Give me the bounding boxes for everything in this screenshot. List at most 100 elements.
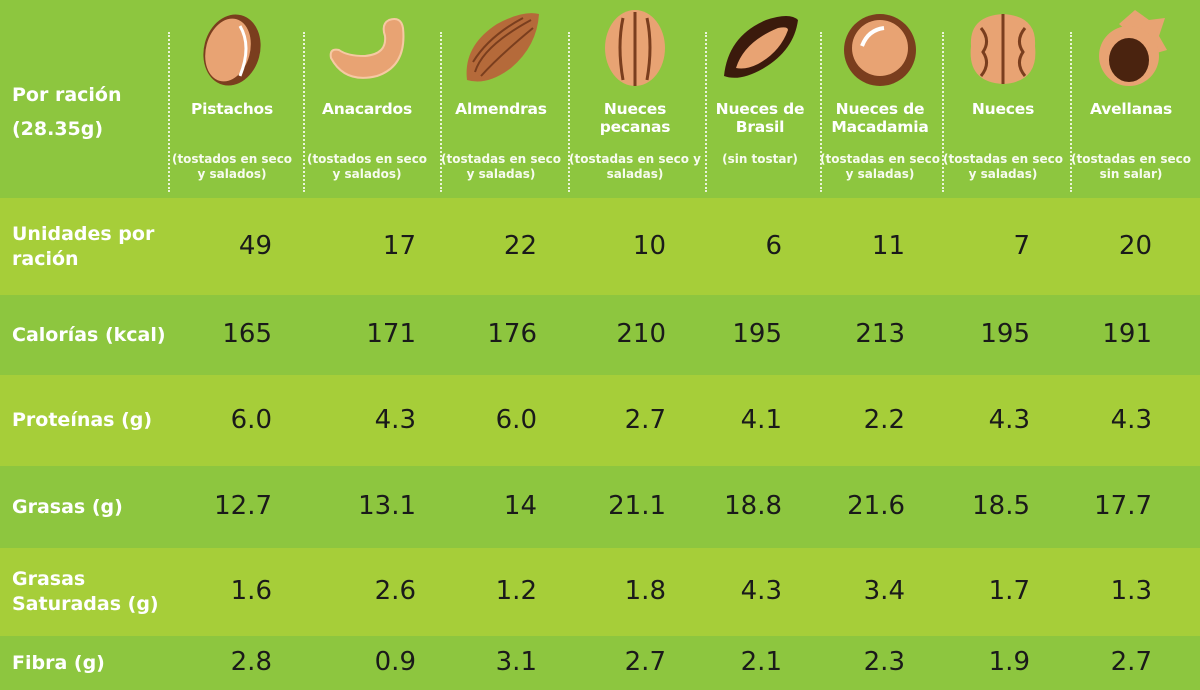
table-cell: 4.3 <box>988 404 1030 435</box>
nut-name: Nueces de Brasil <box>715 100 805 136</box>
table-cell: 10 <box>632 230 666 261</box>
serving-size: (28.35g) <box>12 118 104 140</box>
column-divider <box>1070 32 1072 192</box>
table-cell: 2.1 <box>740 647 782 677</box>
table-cell: 18.8 <box>724 491 782 521</box>
table-cell: 7 <box>1013 230 1030 261</box>
cashew-icon <box>325 6 409 90</box>
table-cell: 1.9 <box>988 647 1030 677</box>
table-cell: 22 <box>503 230 537 261</box>
table-cell: 1.8 <box>624 576 666 606</box>
table-row: Unidades por ración 49 17 22 10 6 11 7 20 <box>0 198 1200 295</box>
almond-icon <box>459 6 543 90</box>
table-cell: 49 <box>238 230 272 261</box>
row-label: Grasas (g) <box>12 495 123 518</box>
preparation-note: (tostadas en seco y saladas) <box>820 152 940 181</box>
preparation-note: (sin tostar) <box>722 152 798 166</box>
row-label: Fibra (g) <box>12 651 105 674</box>
table-cell: 195 <box>980 319 1030 349</box>
table-row: Grasas Saturadas (g) 1.6 2.6 1.2 1.8 4.3 3.4 1.… <box>0 548 1200 636</box>
table-cell: 1.3 <box>1110 576 1152 606</box>
table-cell: 165 <box>222 319 272 349</box>
preparation-note: (tostados en seco y salados) <box>171 152 293 181</box>
table-cell: 18.5 <box>972 491 1030 521</box>
column-header-pecan: Nueces pecanas (tostadas en seco y salada… <box>568 0 702 198</box>
table-cell: 4.1 <box>740 404 782 435</box>
table-row: Grasas (g) 12.7 13.1 14 21.1 18.8 21.6 18.5 17.7 <box>0 466 1200 548</box>
column-divider <box>568 32 570 192</box>
column-divider <box>303 32 305 192</box>
column-divider <box>705 32 707 192</box>
table-cell: 3.4 <box>863 576 905 606</box>
table-cell: 176 <box>487 319 537 349</box>
column-divider <box>942 32 944 192</box>
nut-name: Nueces de Macadamia <box>831 100 929 136</box>
brazil-nut-icon <box>718 6 802 90</box>
table-cell: 3.1 <box>495 647 537 677</box>
nut-name: Nueces <box>971 100 1035 118</box>
column-divider <box>168 32 170 192</box>
table-cell: 17.7 <box>1094 491 1152 521</box>
table-row: Proteínas (g) 6.0 4.3 6.0 2.7 4.1 2.2 4.3 4.3 <box>0 375 1200 466</box>
table-cell: 17 <box>382 230 416 261</box>
nut-name: Avellanas <box>1089 100 1173 118</box>
nut-name: Nueces pecanas <box>599 100 671 136</box>
table-cell: 6.0 <box>495 404 537 435</box>
hazelnut-icon <box>1089 6 1173 90</box>
table-cell: 1.7 <box>988 576 1030 606</box>
table-cell: 2.2 <box>863 404 905 435</box>
table-cell: 2.7 <box>624 647 666 677</box>
table-cell: 195 <box>732 319 782 349</box>
column-header-almond: Almendras (tostadas en seco y saladas) <box>440 0 562 198</box>
column-header-walnut: Nueces (tostadas en seco y saladas) <box>942 0 1064 198</box>
table-cell: 14 <box>503 491 537 521</box>
macadamia-icon <box>838 6 922 90</box>
preparation-note: (tostadas en seco y saladas) <box>569 152 701 181</box>
serving-label: Por ración <box>12 84 122 106</box>
table-cell: 21.1 <box>608 491 666 521</box>
table-cell: 4.3 <box>374 404 416 435</box>
table-cell: 213 <box>855 319 905 349</box>
table-cell: 1.2 <box>495 576 537 606</box>
table-cell: 4.3 <box>1110 404 1152 435</box>
column-divider <box>820 32 822 192</box>
table-cell: 191 <box>1102 319 1152 349</box>
table-row: Calorías (kcal) 165 171 176 210 195 213 195 191 <box>0 295 1200 375</box>
column-header-macadamia: Nueces de Macadamia (tostadas en seco y s… <box>820 0 940 198</box>
column-header-brazil-nut: Nueces de Brasil (sin tostar) <box>705 0 815 198</box>
nut-name: Anacardos <box>322 100 412 118</box>
table-cell: 2.6 <box>374 576 416 606</box>
table-cell: 12.7 <box>214 491 272 521</box>
nut-name: Pistachos <box>190 100 274 118</box>
table-cell: 2.3 <box>863 647 905 677</box>
table-cell: 171 <box>366 319 416 349</box>
table-cell: 13.1 <box>358 491 416 521</box>
preparation-note: (tostados en seco y salados) <box>306 152 428 181</box>
table-cell: 1.6 <box>230 576 272 606</box>
column-divider <box>440 32 442 192</box>
table-cell: 210 <box>616 319 666 349</box>
row-label: Proteínas (g) <box>12 409 153 431</box>
table-cell: 2.7 <box>1110 647 1152 677</box>
table-cell: 6 <box>765 230 782 261</box>
preparation-note: (tostadas en seco sin salar) <box>1071 152 1191 181</box>
pecan-icon <box>593 6 677 90</box>
table-cell: 20 <box>1118 230 1152 261</box>
nut-name: Almendras <box>455 100 547 118</box>
column-header-cashew: Anacardos (tostados en seco y salados) <box>303 0 431 198</box>
walnut-icon <box>961 6 1045 90</box>
table-cell: 2.7 <box>624 404 666 435</box>
table-cell: 2.8 <box>230 647 272 677</box>
column-header-pistachio: Pistachos (tostados en seco y salados) <box>168 0 296 198</box>
serving-header: Por ración (28.35g) <box>12 78 162 146</box>
preparation-note: (tostadas en seco y saladas) <box>943 152 1063 181</box>
preparation-note: (tostadas en seco y saladas) <box>441 152 561 181</box>
row-label: Calorías (kcal) <box>12 323 166 346</box>
row-label: Grasas Saturadas (g) <box>12 568 159 615</box>
column-header-hazelnut: Avellanas (tostadas en seco sin salar) <box>1070 0 1192 198</box>
table-cell: 0.9 <box>374 647 416 677</box>
pistachio-icon <box>190 6 274 90</box>
row-label: Unidades por ración <box>12 222 155 270</box>
table-cell: 4.3 <box>740 576 782 606</box>
